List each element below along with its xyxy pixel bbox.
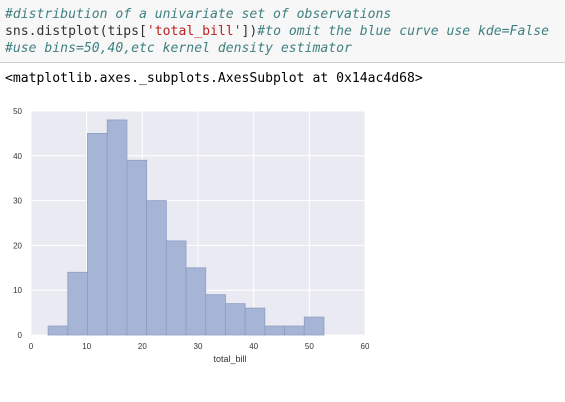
code-cell[interactable]: #distribution of a univariate set of obs… [0,0,565,63]
tick-labels: 0 10 20 30 40 50 60 0 10 20 30 40 50 [13,107,370,351]
code-comment: #to omit the blue curve use kde=False [257,24,549,39]
histogram-bar [126,159,148,336]
histogram-chart: 0 10 20 30 40 50 60 0 10 20 30 40 50 total_bill [0,95,400,380]
x-tick-label: 40 [249,342,258,351]
x-tick-label: 20 [138,342,147,351]
histogram-bar [205,294,226,336]
code-line-3: #use bins=50,40,etc kernel density estim… [5,40,565,57]
histogram-bar [146,200,167,336]
code-call-end: ]) [241,24,258,39]
x-axis-label: total_bill [213,354,246,364]
x-tick-label: 10 [82,342,91,351]
y-tick-label: 10 [13,286,22,295]
x-tick-label: 60 [361,342,370,351]
x-tick-label: 30 [194,342,203,351]
histogram-bar [284,325,305,336]
y-tick-label: 50 [13,107,22,116]
output-text: <matplotlib.axes._subplots.AxesSubplot a… [5,71,423,86]
y-tick-label: 0 [18,331,23,340]
code-string: 'total_bill' [146,24,242,39]
histogram-bar [225,303,246,336]
histogram-bars [47,119,325,336]
histogram-bar [87,133,108,336]
histogram-bar [47,325,69,336]
histogram-bar [67,271,88,336]
x-tick-label: 0 [29,342,34,351]
histogram-bar [185,267,207,336]
histogram-bar [264,325,285,336]
code-line-1: #distribution of a univariate set of obs… [5,6,565,23]
code-comment: #distribution of a univariate set of obs… [5,7,392,22]
histogram-bar [303,316,325,336]
histogram-bar [106,119,128,336]
histogram-bar [244,307,266,336]
code-comment: #use bins=50,40,etc kernel density estim… [5,41,352,56]
y-tick-label: 40 [13,152,22,161]
y-tick-label: 20 [13,241,22,250]
y-tick-label: 30 [13,197,22,206]
code-call: sns.distplot(tips[ [5,24,147,39]
histogram-svg: 0 10 20 30 40 50 60 0 10 20 30 40 50 total_bill [13,107,370,364]
histogram-bar [165,240,187,336]
code-line-2: sns.distplot(tips['total_bill'])#to omit… [5,23,565,40]
x-tick-label: 50 [305,342,314,351]
